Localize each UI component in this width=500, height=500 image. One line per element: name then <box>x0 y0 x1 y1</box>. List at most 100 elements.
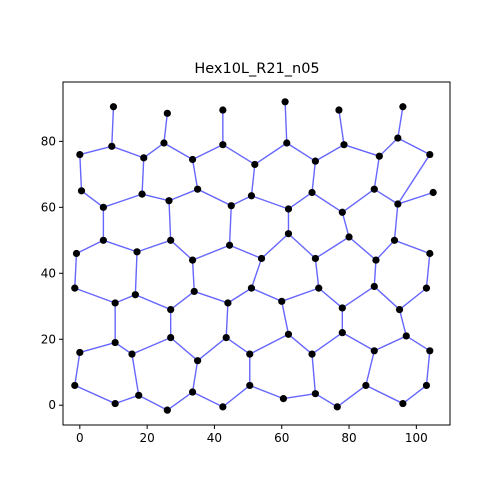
node-24 <box>227 202 235 210</box>
edge-14 <box>315 144 345 162</box>
node-78 <box>279 395 288 403</box>
node-49 <box>190 287 198 296</box>
node-11 <box>219 141 227 149</box>
edge-83 <box>170 337 199 362</box>
node-71 <box>71 381 79 390</box>
edge-77 <box>281 301 290 335</box>
node-31 <box>429 188 437 197</box>
edge-101 <box>138 394 168 411</box>
edge-44 <box>136 239 171 253</box>
node-41 <box>372 256 380 264</box>
edge-41 <box>341 212 350 238</box>
node-66 <box>308 350 316 358</box>
node-72 <box>111 399 119 408</box>
node-74 <box>163 406 171 414</box>
edge-73 <box>399 287 427 311</box>
edge-23 <box>373 156 381 190</box>
edge-38 <box>168 200 172 241</box>
node-68 <box>370 347 378 355</box>
node-40 <box>345 233 353 241</box>
edge-22 <box>311 161 317 193</box>
edge-85 <box>225 337 251 355</box>
y-tick-label: 0 <box>48 398 56 412</box>
node-65 <box>284 330 293 338</box>
edge-50 <box>315 236 350 260</box>
node-34 <box>167 236 175 244</box>
node-45 <box>71 284 79 292</box>
edge-64 <box>135 294 171 311</box>
edge-72 <box>373 285 400 311</box>
y-tick-label: 60 <box>41 200 56 214</box>
edge-82 <box>131 336 171 355</box>
x-tick-label: 60 <box>274 431 289 445</box>
node-28 <box>338 208 346 216</box>
edge-67 <box>227 287 252 304</box>
node-17 <box>394 134 402 142</box>
x-tick-label: 80 <box>341 431 356 445</box>
edge-59 <box>373 260 377 287</box>
node-73 <box>135 391 143 399</box>
edge-86 <box>249 333 289 355</box>
edge-66 <box>194 290 229 304</box>
edge-84 <box>197 337 227 362</box>
edge-61 <box>74 253 78 289</box>
node-37 <box>257 254 266 263</box>
y-axis: 0 20 40 60 80 <box>41 134 63 412</box>
node-10 <box>188 155 197 164</box>
node-43 <box>426 249 434 258</box>
node-67 <box>338 329 346 337</box>
edge-96 <box>311 354 317 394</box>
node-23 <box>194 185 202 193</box>
node-55 <box>370 282 378 291</box>
edge-94 <box>191 360 199 393</box>
node-6 <box>76 150 84 159</box>
edge-55 <box>134 251 138 295</box>
edge-10 <box>192 144 224 161</box>
edge-58 <box>314 258 320 289</box>
edge-68 <box>251 287 283 302</box>
node-13 <box>283 139 291 147</box>
edge-97 <box>365 350 375 386</box>
edge-108 <box>336 384 367 408</box>
node-60 <box>128 350 136 358</box>
edge-24 <box>397 154 431 205</box>
x-tick-label: 0 <box>76 431 84 445</box>
node-62 <box>194 357 202 365</box>
node-27 <box>308 188 316 197</box>
edge-53 <box>394 239 431 255</box>
y-tick-label: 80 <box>41 134 56 148</box>
node-4 <box>335 106 343 114</box>
node-16 <box>375 152 383 160</box>
edge-60 <box>425 253 431 289</box>
node-22 <box>165 197 173 205</box>
node-2 <box>219 106 227 114</box>
edge-7 <box>111 145 145 159</box>
edge-107 <box>315 393 338 408</box>
node-57 <box>422 284 431 292</box>
edge-110 <box>402 384 427 405</box>
edge-57 <box>250 258 263 289</box>
node-38 <box>284 230 293 238</box>
node-63 <box>222 334 230 342</box>
node-79 <box>311 390 319 398</box>
edge-89 <box>341 332 375 352</box>
edge-1 <box>163 113 169 144</box>
edge-21 <box>250 164 256 196</box>
edge-8 <box>143 142 165 159</box>
node-47 <box>131 291 139 299</box>
node-1 <box>163 109 171 117</box>
edge-0 <box>111 106 115 147</box>
edge-43 <box>103 239 138 253</box>
edge-69 <box>281 287 319 302</box>
edge-9 <box>163 142 193 161</box>
edge-39 <box>228 205 232 246</box>
edge-16 <box>378 137 399 157</box>
edge-109 <box>365 384 404 405</box>
plot-frame <box>62 81 451 426</box>
edge-91 <box>405 335 431 352</box>
node-56 <box>395 305 404 314</box>
node-82 <box>399 399 407 408</box>
node-50 <box>224 299 232 307</box>
node-52 <box>278 297 286 305</box>
node-44 <box>72 249 81 258</box>
